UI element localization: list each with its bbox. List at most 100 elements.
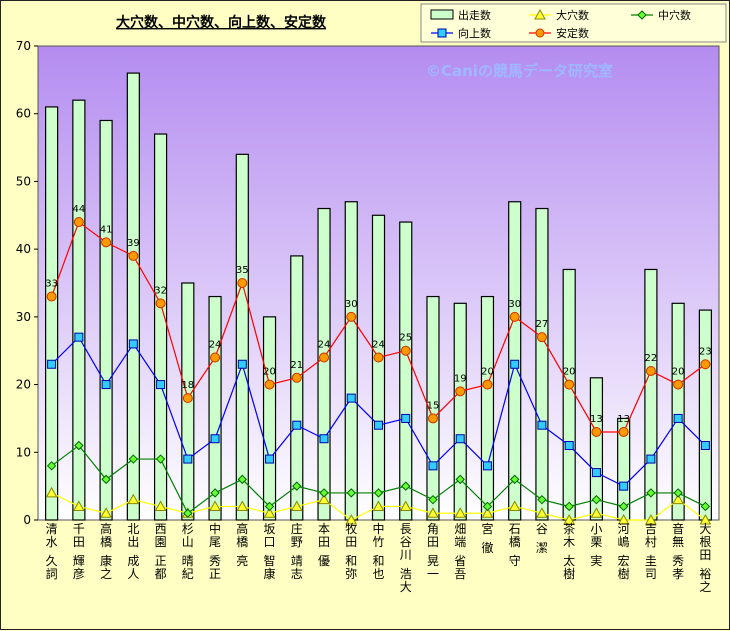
point: [209, 500, 221, 511]
point: [290, 500, 303, 511]
point: [101, 237, 112, 248]
point: [101, 380, 111, 390]
point: [617, 513, 630, 525]
point: [264, 379, 275, 390]
x-tick-label: 畑端 省吾: [454, 522, 466, 581]
x-tick-label: 高橋 康之: [100, 521, 112, 581]
point: [509, 311, 520, 322]
point: [100, 507, 112, 518]
x-tick-label: 本田 優: [318, 522, 330, 568]
point: [673, 488, 683, 498]
point: [183, 454, 193, 464]
point: [700, 359, 711, 370]
x-tick-label: 千田 輝彦: [73, 522, 85, 581]
bar: [480, 295, 495, 521]
point: [563, 513, 576, 525]
point: [509, 474, 520, 485]
point: [237, 278, 248, 288]
point: [454, 507, 467, 518]
x-tick-label: 長谷川 浩大: [400, 522, 412, 594]
chart-title: 大穴数、中穴数、向上数、安定数: [116, 14, 327, 31]
legend-label: 向上数: [458, 26, 491, 40]
legend-box: [420, 3, 727, 43]
point: [155, 454, 166, 464]
data-label: 20: [481, 367, 494, 378]
point: [619, 481, 629, 491]
bar: [99, 119, 113, 521]
bar: [235, 153, 249, 521]
point: [128, 454, 139, 464]
point: [401, 481, 411, 491]
bar: [671, 302, 685, 521]
data-label: 27: [536, 319, 549, 330]
bar: [45, 106, 59, 521]
x-tick-label: 吉村 圭司: [645, 522, 657, 581]
legend-label: 中穴数: [658, 8, 691, 22]
point: [74, 332, 84, 342]
point: [210, 434, 220, 444]
y-tick-label: 40: [16, 242, 31, 256]
data-label: 30: [508, 299, 521, 310]
legend-marker: [535, 28, 545, 38]
point: [537, 494, 547, 505]
point: [427, 413, 438, 424]
point: [510, 359, 520, 369]
point: [182, 393, 193, 404]
data-label: 13: [590, 414, 603, 425]
point: [646, 454, 656, 464]
bar: [589, 377, 604, 521]
point: [564, 501, 574, 512]
bar: [371, 214, 386, 521]
point: [346, 488, 356, 498]
point: [428, 461, 438, 471]
point: [263, 507, 276, 518]
legend-marker: [637, 10, 647, 20]
x-tick-label: 宮 徹: [481, 521, 493, 555]
point: [47, 359, 57, 369]
data-label: 20: [263, 367, 276, 378]
point: [455, 474, 465, 485]
bar: [290, 255, 304, 521]
data-label: 23: [699, 346, 712, 357]
point: [346, 311, 357, 322]
point: [645, 513, 657, 525]
y-tick-label: 70: [16, 39, 31, 53]
data-label: 35: [236, 265, 249, 276]
point: [319, 434, 329, 444]
point: [291, 372, 302, 383]
point: [673, 379, 684, 390]
point: [481, 507, 494, 518]
point: [373, 352, 384, 363]
point: [292, 420, 302, 430]
point: [673, 413, 683, 423]
point: [318, 493, 330, 505]
point: [590, 507, 603, 518]
point: [401, 413, 411, 423]
x-tick-label: 石橋 守: [509, 522, 521, 568]
data-label: 39: [127, 238, 140, 249]
point: [618, 501, 629, 512]
point: [373, 488, 384, 498]
point: [319, 352, 330, 363]
data-label: 15: [427, 400, 440, 411]
bar: [317, 207, 331, 521]
point: [372, 500, 385, 511]
x-tick-label: 音無 秀孝: [672, 521, 684, 581]
point: [155, 298, 166, 309]
data-label: 18: [181, 380, 194, 391]
point: [591, 426, 602, 437]
data-label: 21: [290, 360, 303, 371]
data-label: 24: [209, 339, 222, 350]
legend-label: 安定数: [556, 26, 589, 40]
bar: [344, 201, 358, 521]
point: [128, 250, 139, 261]
point: [346, 393, 356, 403]
x-tick-label: 中竹 和也: [372, 521, 384, 581]
point: [508, 500, 521, 511]
y-tick-label: 10: [16, 445, 31, 459]
data-label: 24: [318, 339, 331, 350]
point: [700, 441, 710, 451]
point: [374, 420, 383, 430]
